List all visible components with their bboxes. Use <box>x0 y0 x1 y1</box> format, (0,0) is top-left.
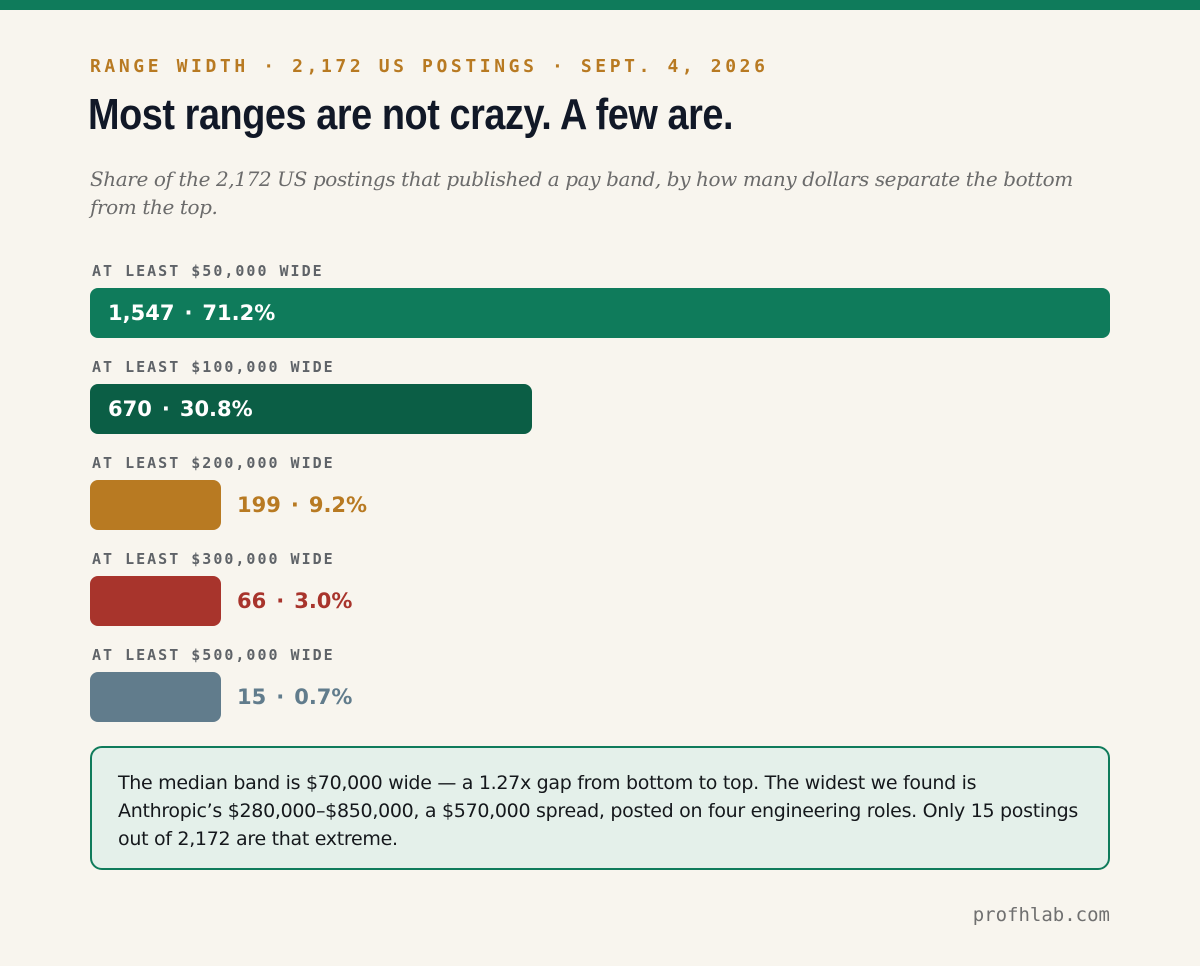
bar <box>90 288 1110 338</box>
bar <box>90 480 221 530</box>
separator-dot: · <box>184 301 193 325</box>
category-label: AT LEAST $300,000 WIDE <box>92 550 335 568</box>
separator-dot: · <box>290 493 299 517</box>
kicker: RANGE WIDTH · 2,172 US POSTINGS · SEPT. … <box>90 56 769 77</box>
subtitle: Share of the 2,172 US postings that publ… <box>90 167 1073 219</box>
percent-label: 71.2% <box>202 301 276 325</box>
bar <box>90 384 532 434</box>
separator-dot: · <box>276 685 285 709</box>
count-label: 199 <box>237 493 281 517</box>
note-box: The median band is $70,000 wide — a 1.27… <box>90 746 1110 870</box>
count-label: 15 <box>237 685 267 709</box>
bar-chart: AT LEAST $50,000 WIDE 1,547 · 71.2% AT LEAST… <box>90 256 1110 726</box>
data-label: 1,547 · 71.2% <box>108 288 275 338</box>
bar-row: AT LEAST $500,000 WIDE 15 · 0.7% <box>90 640 1110 736</box>
category-label: AT LEAST $50,000 WIDE <box>92 262 324 280</box>
percent-label: 0.7% <box>294 685 353 709</box>
bar-row: AT LEAST $100,000 WIDE 670 · 30.8% <box>90 352 1110 448</box>
bar-row: AT LEAST $200,000 WIDE 199 · 9.2% <box>90 448 1110 544</box>
top-accent-bar <box>0 0 1200 10</box>
separator-dot: · <box>161 397 170 421</box>
page-title: Most ranges are not crazy. A few are. <box>88 90 734 139</box>
data-label: 15 · 0.7% <box>237 672 352 722</box>
bar-row: AT LEAST $50,000 WIDE 1,547 · 71.2% <box>90 256 1110 352</box>
category-label: AT LEAST $100,000 WIDE <box>92 358 335 376</box>
bar <box>90 576 221 626</box>
bar-row: AT LEAST $300,000 WIDE 66 · 3.0% <box>90 544 1110 640</box>
data-label: 66 · 3.0% <box>237 576 352 626</box>
data-label: 199 · 9.2% <box>237 480 367 530</box>
data-label: 670 · 30.8% <box>108 384 253 434</box>
footer-source: profhlab.com <box>972 904 1110 926</box>
category-label: AT LEAST $200,000 WIDE <box>92 454 335 472</box>
count-label: 1,547 <box>108 301 175 325</box>
count-label: 66 <box>237 589 267 613</box>
percent-label: 9.2% <box>308 493 368 517</box>
percent-label: 30.8% <box>179 397 253 421</box>
percent-label: 3.0% <box>294 589 353 613</box>
count-label: 670 <box>108 397 152 421</box>
bar <box>90 672 221 722</box>
separator-dot: · <box>276 589 285 613</box>
category-label: AT LEAST $500,000 WIDE <box>92 646 335 664</box>
